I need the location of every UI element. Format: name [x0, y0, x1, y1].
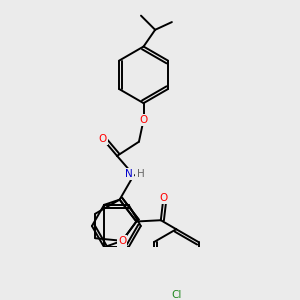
Text: O: O [140, 115, 148, 125]
Text: Cl: Cl [171, 290, 181, 300]
Text: O: O [118, 236, 126, 246]
Text: H: H [137, 169, 145, 179]
Text: O: O [99, 134, 107, 144]
Text: O: O [159, 193, 167, 203]
Text: N: N [125, 169, 133, 179]
